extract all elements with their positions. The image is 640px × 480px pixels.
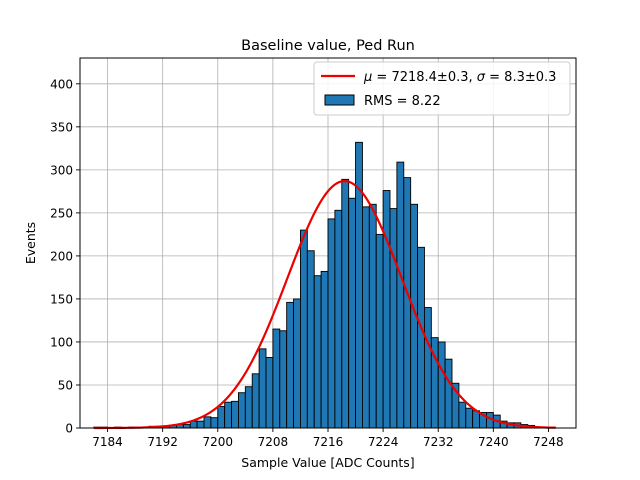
legend: μ = 7218.4±0.3, σ = 8.3±0.3 RMS = 8.22 xyxy=(313,61,571,116)
x-tick-label: 7208 xyxy=(258,435,289,449)
histogram-bar xyxy=(210,417,219,429)
histogram-bar xyxy=(231,400,239,429)
histogram-bar xyxy=(368,203,377,429)
histogram-bar xyxy=(237,392,246,429)
histogram-bar xyxy=(251,373,260,429)
histogram-bar xyxy=(224,401,233,429)
histogram-bar xyxy=(272,328,281,429)
x-tick-label: 7240 xyxy=(478,435,509,449)
legend-mu-symbol: μ xyxy=(363,70,372,85)
x-tick-label: 7216 xyxy=(313,435,344,449)
x-tick-label: 7232 xyxy=(423,435,454,449)
histogram-bar xyxy=(382,190,391,429)
histogram-bar xyxy=(265,356,274,429)
histogram-bar xyxy=(327,218,336,429)
histogram-bar xyxy=(465,407,474,429)
x-axis: 7184 7192 7200 7208 7216 7224 7232 7240 7248 xyxy=(92,428,564,449)
y-tick-label: 200 xyxy=(50,249,73,263)
histogram-bar xyxy=(396,161,405,429)
histogram-bar xyxy=(341,178,350,429)
y-axis: 0 50 100 150 200 250 300 350 400 xyxy=(50,77,80,436)
histogram-bar xyxy=(279,330,288,429)
legend-box xyxy=(313,61,571,116)
histogram-bar xyxy=(458,401,467,429)
histogram-bar xyxy=(334,209,343,429)
histogram-bar xyxy=(417,246,425,429)
legend-histogram-patch-icon xyxy=(324,94,355,106)
histogram-bar xyxy=(182,424,191,429)
y-tick-label: 350 xyxy=(50,120,73,134)
histogram-bar xyxy=(299,229,308,429)
histogram-bar xyxy=(437,341,446,429)
x-tick-label: 7192 xyxy=(147,435,178,449)
y-tick-label: 0 xyxy=(65,422,73,436)
legend-sigma-symbol: σ xyxy=(477,70,486,85)
histogram-bar xyxy=(258,348,267,429)
x-tick-label: 7184 xyxy=(92,435,123,449)
legend-histogram-label: RMS = 8.22 xyxy=(364,94,441,109)
y-tick-label: 150 xyxy=(50,292,73,306)
x-tick-label: 7248 xyxy=(533,435,564,449)
histogram-bar xyxy=(244,386,253,429)
y-tick-label: 100 xyxy=(50,335,73,349)
histogram-bar xyxy=(375,233,384,429)
y-tick-label: 300 xyxy=(50,163,73,177)
fit-curve-group xyxy=(93,179,556,430)
histogram-bar xyxy=(196,420,205,429)
histogram-bar xyxy=(361,206,370,429)
histogram-bar xyxy=(217,406,226,429)
legend-fit-prefix: = 7218.4±0.3, xyxy=(372,70,476,85)
x-axis-label: Sample Value [ADC Counts] xyxy=(241,455,414,470)
histogram-bar xyxy=(306,250,315,429)
y-axis-label: Events xyxy=(23,222,38,264)
histogram-bar xyxy=(423,307,432,429)
histogram-bar xyxy=(444,358,453,429)
y-tick-label: 50 xyxy=(58,378,73,392)
x-tick-label: 7200 xyxy=(203,435,234,449)
fit-curve xyxy=(93,179,556,430)
legend-fit-label: μ = 7218.4±0.3, σ = 8.3±0.3 xyxy=(363,70,556,85)
y-tick-label: 250 xyxy=(50,206,73,220)
histogram-bar xyxy=(403,177,412,429)
y-tick-label: 400 xyxy=(50,77,73,91)
histogram-bar xyxy=(348,197,357,429)
histogram-bar xyxy=(286,301,295,429)
x-tick-label: 7224 xyxy=(368,435,399,449)
chart-title: Baseline value, Ped Run xyxy=(241,38,415,54)
histogram-bar xyxy=(293,298,301,429)
histogram-bar xyxy=(313,275,322,429)
legend-fit-suffix: = 8.3±0.3 xyxy=(485,70,556,85)
histogram-bar xyxy=(203,416,212,429)
histogram-bar xyxy=(320,270,329,429)
histogram-bar xyxy=(389,208,398,429)
